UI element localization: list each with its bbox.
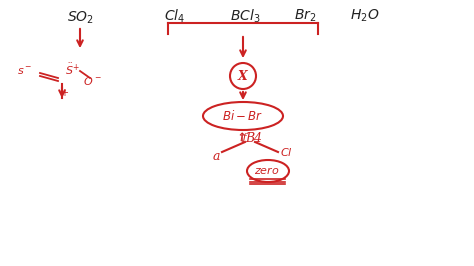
Text: if: if [239, 133, 247, 143]
Text: $Cl_4$: $Cl_4$ [164, 7, 185, 25]
Text: $H_2O$: $H_2O$ [350, 8, 380, 24]
Text: $\uparrow$ 4: $\uparrow$ 4 [234, 131, 262, 145]
Text: $Br_2$: $Br_2$ [294, 8, 316, 24]
Text: $BCl_3$: $BCl_3$ [230, 7, 260, 25]
Text: X: X [238, 69, 248, 82]
Text: $Bi - Br$: $Bi - Br$ [222, 109, 264, 123]
Text: $s^-$: $s^-$ [17, 65, 33, 77]
Text: $\ddot{S}^{+}$: $\ddot{S}^{+}$ [64, 61, 79, 77]
Text: $O^-$: $O^-$ [82, 75, 101, 87]
Text: $Cl$: $Cl$ [280, 146, 292, 158]
Text: $\mathit{zero}$: $\mathit{zero}$ [254, 165, 280, 177]
Text: a: a [212, 149, 220, 163]
Text: B: B [246, 131, 255, 144]
Text: $SO_2$: $SO_2$ [66, 10, 93, 26]
Text: +: + [60, 88, 68, 98]
